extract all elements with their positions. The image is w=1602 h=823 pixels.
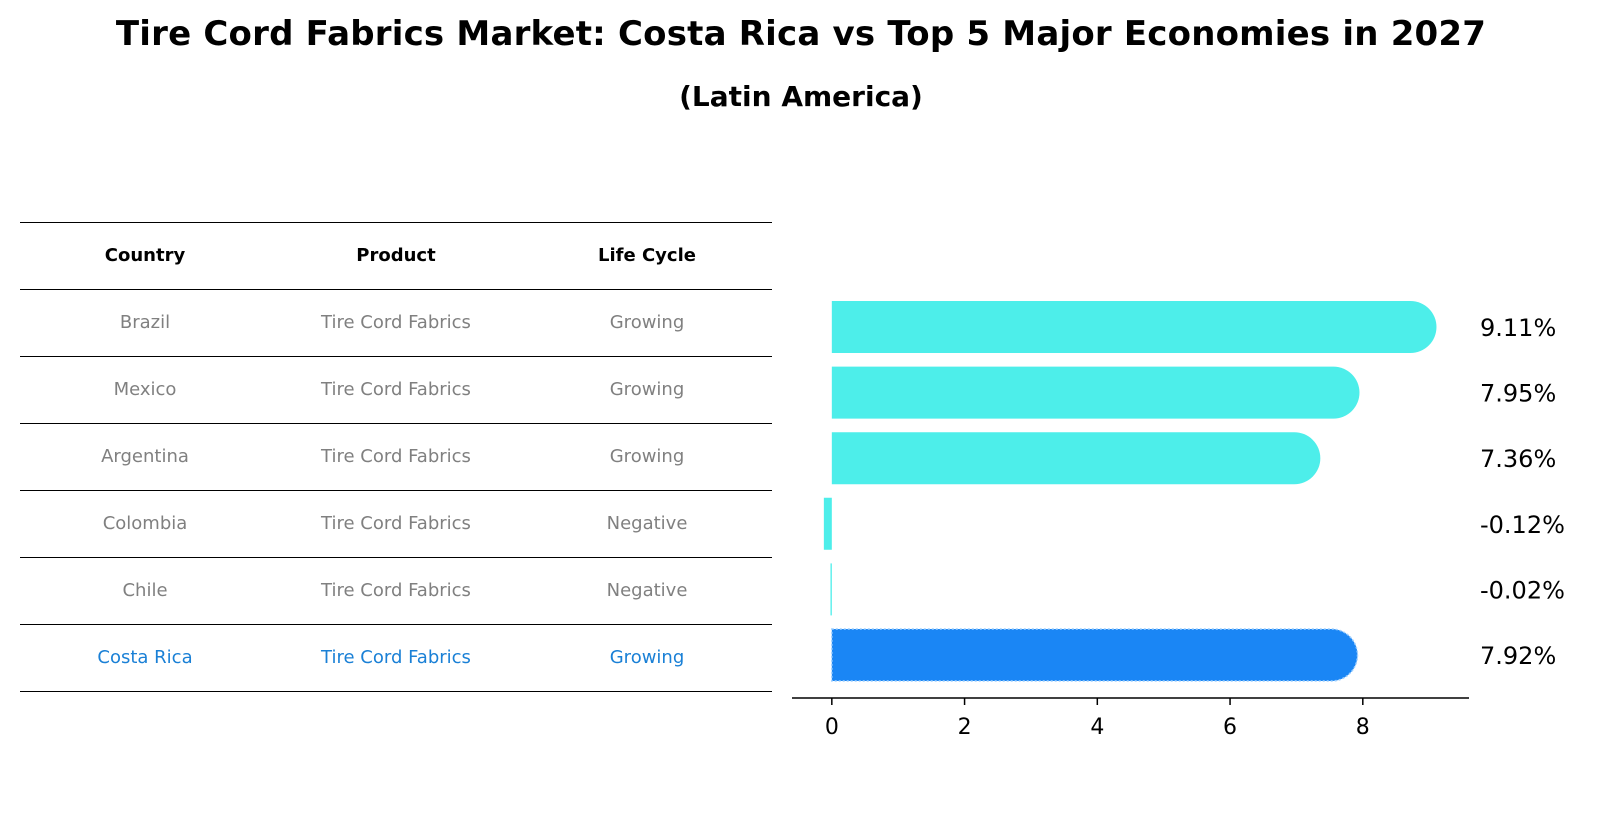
chart-title: Tire Cord Fabrics Market: Costa Rica vs … (115, 14, 1487, 54)
cell-product: Tire Cord Fabrics (321, 580, 471, 601)
cell-product: Tire Cord Fabrics (321, 513, 471, 534)
value-label: 7.92% (1480, 642, 1556, 670)
table-row: Chile Tire Cord Fabrics Negative (20, 557, 772, 624)
cell-life-cycle: Growing (609, 446, 685, 467)
x-tick-label: 4 (1090, 715, 1104, 740)
table-row: Colombia Tire Cord Fabrics Negative (20, 490, 772, 557)
value-label: -0.02% (1480, 576, 1565, 604)
x-tick-label: 6 (1223, 715, 1237, 740)
table-header-row: Country Product Life Cycle (20, 222, 772, 289)
bar (831, 301, 1437, 353)
cell-product: Tire Cord Fabrics (321, 647, 471, 668)
header-life-cycle: Life Cycle (598, 245, 696, 266)
header-product: Product (356, 245, 436, 266)
table-row-highlight: Costa Rica Tire Cord Fabrics Growing (20, 624, 772, 692)
value-label: 7.36% (1480, 445, 1556, 473)
bar-highlight (831, 628, 1359, 682)
cell-life-cycle: Growing (609, 647, 685, 668)
value-label: 7.95% (1480, 380, 1556, 408)
header-country: Country (104, 245, 186, 266)
table-row: Mexico Tire Cord Fabrics Growing (20, 356, 772, 423)
cell-country: Argentina (101, 446, 189, 467)
cell-country: Mexico (113, 379, 177, 400)
bar (823, 497, 832, 550)
x-tick-label: 8 (1356, 715, 1370, 740)
value-label: 9.11% (1480, 314, 1556, 342)
cell-product: Tire Cord Fabrics (321, 446, 471, 467)
cell-life-cycle: Negative (606, 580, 688, 601)
x-tick-label: 0 (825, 715, 839, 740)
cell-country: Brazil (119, 312, 171, 333)
table-row: Argentina Tire Cord Fabrics Growing (20, 423, 772, 490)
cell-product: Tire Cord Fabrics (321, 312, 471, 333)
life-cycle-table: Country Product Life Cycle Brazil Tire C… (20, 222, 772, 692)
cell-country: Chile (122, 580, 168, 601)
cell-life-cycle: Growing (609, 312, 685, 333)
x-tick-label: 2 (958, 715, 972, 740)
bar (830, 563, 832, 616)
bar (831, 432, 1321, 485)
bar (831, 366, 1360, 419)
cell-country: Costa Rica (97, 647, 193, 668)
chart-subtitle: (Latin America) (679, 80, 923, 113)
cell-country: Colombia (102, 513, 188, 534)
cell-life-cycle: Growing (609, 379, 685, 400)
table-row: Brazil Tire Cord Fabrics Growing (20, 289, 772, 356)
value-label: -0.12% (1480, 511, 1565, 539)
cell-life-cycle: Negative (606, 513, 688, 534)
cell-product: Tire Cord Fabrics (321, 379, 471, 400)
